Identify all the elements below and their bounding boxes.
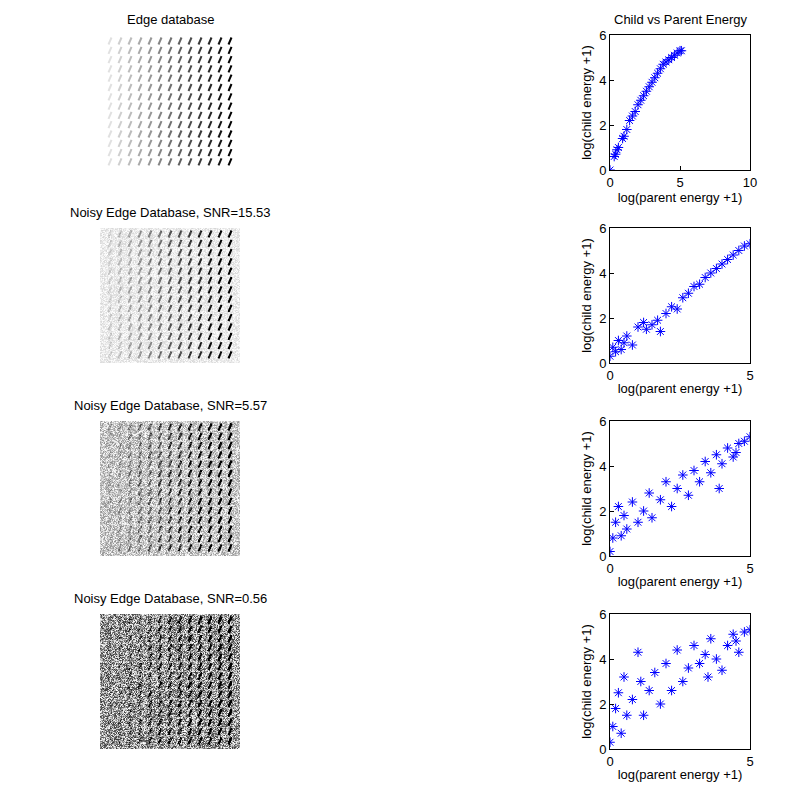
svg-text:4: 4 (599, 652, 606, 667)
svg-text:log(child energy +1): log(child energy +1) (579, 431, 594, 546)
svg-text:6: 6 (599, 28, 606, 43)
svg-text:10: 10 (743, 175, 757, 190)
svg-text:4: 4 (599, 73, 606, 88)
svg-text:Edge database: Edge database (127, 12, 214, 27)
svg-text:4: 4 (599, 459, 606, 474)
svg-text:log(parent energy +1): log(parent energy +1) (618, 574, 743, 589)
svg-text:5: 5 (676, 175, 683, 190)
svg-text:0: 0 (606, 561, 613, 576)
svg-text:0: 0 (599, 742, 606, 757)
svg-text:2: 2 (599, 504, 606, 519)
svg-text:6: 6 (599, 607, 606, 622)
svg-text:0: 0 (606, 175, 613, 190)
svg-text:5: 5 (746, 368, 753, 383)
svg-text:0: 0 (606, 368, 613, 383)
svg-text:4: 4 (599, 266, 606, 281)
svg-text:0: 0 (599, 356, 606, 371)
svg-text:log(parent energy +1): log(parent energy +1) (618, 381, 743, 396)
svg-text:0: 0 (599, 549, 606, 564)
svg-text:log(parent energy +1): log(parent energy +1) (618, 190, 743, 205)
svg-text:5: 5 (746, 561, 753, 576)
svg-text:5: 5 (746, 754, 753, 769)
svg-text:2: 2 (599, 697, 606, 712)
svg-text:log(child energy +1): log(child energy +1) (579, 45, 594, 160)
svg-text:Child vs Parent Energy: Child vs Parent Energy (614, 12, 747, 27)
svg-text:0: 0 (606, 754, 613, 769)
svg-text:6: 6 (599, 414, 606, 429)
svg-text:2: 2 (599, 311, 606, 326)
svg-text:Noisy Edge Database, SNR=0.56: Noisy Edge Database, SNR=0.56 (74, 591, 267, 606)
svg-text:0: 0 (599, 163, 606, 178)
svg-text:2: 2 (599, 118, 606, 133)
svg-text:log(child energy +1): log(child energy +1) (579, 238, 594, 353)
svg-text:log(child energy +1): log(child energy +1) (579, 624, 594, 739)
svg-text:log(parent energy +1): log(parent energy +1) (618, 767, 743, 782)
svg-text:Noisy Edge Database, SNR=5.57: Noisy Edge Database, SNR=5.57 (74, 398, 267, 413)
svg-text:6: 6 (599, 221, 606, 236)
svg-text:Noisy Edge Database, SNR=15.53: Noisy Edge Database, SNR=15.53 (70, 205, 271, 220)
